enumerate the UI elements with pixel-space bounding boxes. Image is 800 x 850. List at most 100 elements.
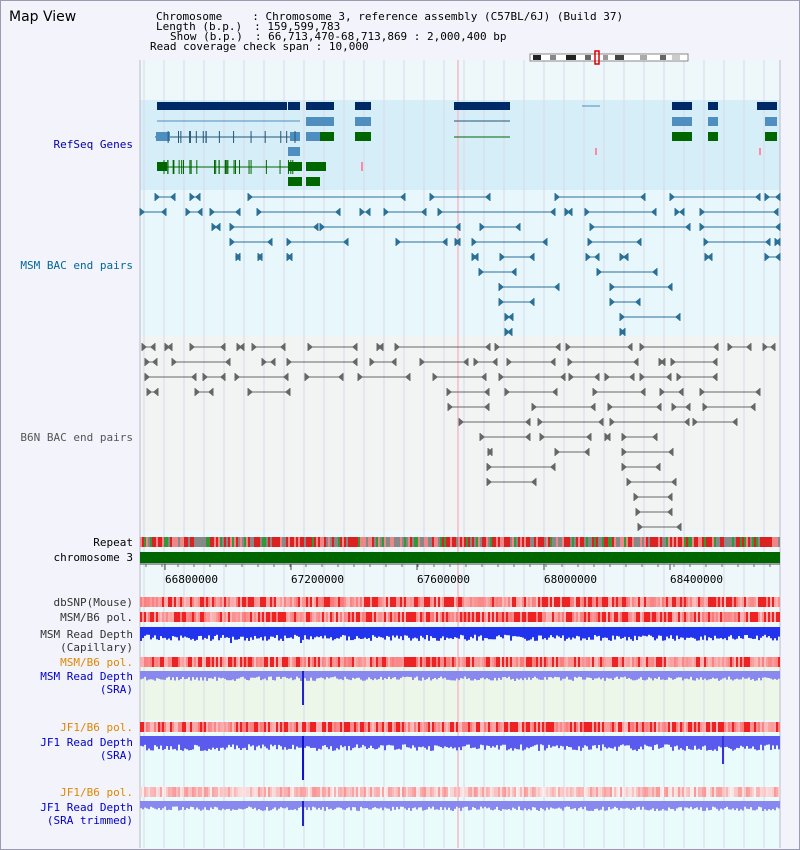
msm-sra-depth — [628, 671, 630, 678]
jf1-b6-pol-heat-2 — [718, 787, 720, 797]
msm-sra-depth — [540, 671, 542, 680]
dbsnp-heat — [752, 597, 754, 607]
msm-b6-pol-heat-2 — [472, 657, 474, 667]
msm-sra-depth — [322, 671, 324, 679]
jf1-b6-pol-heat-2 — [660, 787, 662, 797]
dbsnp-heat — [300, 597, 302, 607]
b6n-bac-end — [671, 358, 676, 366]
jf1-b6-pol-heat-2 — [290, 787, 292, 797]
repeat-segment — [708, 537, 710, 547]
jf1-trimmed-depth — [456, 801, 458, 807]
dbsnp-heat — [502, 597, 504, 607]
msm-read-depth-capillary-label[interactable]: MSM Read Depth — [40, 628, 133, 641]
msm-sra-depth — [346, 671, 348, 679]
jf1-b6-pol-heat — [506, 722, 508, 732]
repeat-segment — [392, 537, 394, 547]
msm-b6-pol-heat — [616, 612, 618, 622]
jf1-sra-depth — [670, 736, 672, 748]
jf1-sra-depth — [754, 736, 756, 750]
msm-b6-pol-heat — [214, 612, 216, 622]
repeat-segment — [744, 537, 746, 547]
jf1-sra-depth — [294, 736, 296, 750]
jf1-b6-pol-heat — [464, 722, 466, 732]
msm-sra-depth — [300, 671, 302, 681]
jf1-read-depth-sra-sub: (SRA) — [99, 749, 133, 762]
msm-capillary-depth — [560, 627, 562, 638]
repeat-segment — [638, 537, 640, 547]
refseq-genes-label[interactable]: RefSeq Genes — [53, 138, 133, 151]
jf1-trimmed-depth — [330, 801, 332, 809]
jf1-b6-pol-heat-2 — [566, 787, 568, 797]
jf1-b6-pol-heat — [750, 722, 752, 732]
page-title: Map View — [9, 9, 77, 25]
jf1-sra-depth — [276, 736, 278, 750]
jf1-trimmed-depth — [720, 801, 722, 809]
msm-b6-pol-heat — [336, 612, 338, 622]
jf1-b6-pol-heat — [680, 722, 682, 732]
msm-b6-pol-heat — [332, 612, 334, 622]
msm-read-depth-sra-label[interactable]: MSM Read Depth — [40, 670, 133, 683]
msm-b6-pol-heat — [298, 612, 300, 622]
dbsnp-heat — [566, 597, 568, 607]
jf1-b6-pol-heat — [236, 722, 238, 732]
repeat-segment — [284, 537, 286, 547]
jf1-b6-pol-heat-2 — [154, 787, 156, 797]
dbsnp-label[interactable]: dbSNP(Mouse) — [53, 596, 133, 609]
jf1-b6-pol-label[interactable]: JF1/B6 pol. — [60, 721, 133, 734]
msm-b6-pol-heat-2 — [628, 657, 630, 667]
msm-b6-pol-label-2[interactable]: MSM/B6 pol. — [60, 656, 133, 669]
msm-capillary-depth — [160, 627, 162, 637]
msm-b6-pol-heat — [302, 612, 304, 622]
msm-capillary-depth — [342, 627, 344, 635]
repeat-segment — [774, 537, 776, 547]
ideogram-band — [640, 55, 647, 60]
msm-b6-pol-heat — [698, 612, 700, 622]
dbsnp-heat — [712, 597, 714, 607]
dbsnp-heat — [698, 597, 700, 607]
msm-b6-pol-heat — [346, 612, 348, 622]
jf1-trimmed-depth — [276, 801, 278, 811]
msm-b6-pol-heat — [440, 612, 442, 622]
jf1-read-depth-trimmed-label[interactable]: JF1 Read Depth — [40, 801, 133, 814]
dbsnp-heat — [260, 597, 262, 607]
msm-b6-pol-heat — [216, 612, 218, 622]
jf1-read-depth-sra-label[interactable]: JF1 Read Depth — [40, 736, 133, 749]
b6n-bac-end — [763, 343, 768, 351]
msm-sra-depth — [276, 671, 278, 677]
jf1-sra-depth — [638, 736, 640, 750]
msm-sra-depth — [406, 671, 408, 677]
msm-capillary-depth — [430, 627, 432, 637]
jf1-b6-pol-heat — [294, 722, 296, 732]
msm-b6-pol-heat — [240, 612, 242, 622]
jf1-b6-pol-heat — [480, 722, 482, 732]
msm-sra-depth — [494, 671, 496, 678]
msm-b6-pol-heat — [752, 612, 754, 622]
jf1-b6-pol-heat-2 — [390, 787, 392, 797]
jf1-b6-pol-label-2[interactable]: JF1/B6 pol. — [60, 786, 133, 799]
msm-sra-depth — [608, 671, 610, 679]
repeat-segment — [574, 537, 576, 547]
jf1-b6-pol-heat-2 — [726, 787, 728, 797]
msm-capillary-depth — [604, 627, 606, 638]
jf1-trimmed-depth — [260, 801, 262, 811]
jf1-b6-pol-heat-2 — [586, 787, 588, 797]
msm-bac-label[interactable]: MSM BAC end pairs — [20, 259, 133, 272]
dbsnp-heat — [676, 597, 678, 607]
jf1-trimmed-depth — [238, 801, 240, 809]
b6n-bac-label[interactable]: B6N BAC end pairs — [20, 431, 133, 444]
repeat-segment — [250, 537, 252, 547]
jf1-b6-pol-heat-2 — [280, 787, 282, 797]
msm-b6-pol-heat-2 — [494, 657, 496, 667]
msm-b6-pol-heat — [472, 612, 474, 622]
msm-sra-depth — [376, 671, 378, 680]
dbsnp-heat — [158, 597, 160, 607]
msm-sra-depth — [686, 671, 688, 679]
jf1-b6-pol-heat-2 — [766, 787, 768, 797]
msm-b6-pol-heat — [388, 612, 390, 622]
jf1-sra-depth — [662, 736, 664, 748]
msm-bac-end — [586, 253, 591, 261]
msm-sra-depth — [298, 671, 300, 679]
jf1-sra-depth — [778, 736, 780, 750]
msm-capillary-depth — [476, 627, 478, 641]
msm-b6-pol-label[interactable]: MSM/B6 pol. — [60, 611, 133, 624]
